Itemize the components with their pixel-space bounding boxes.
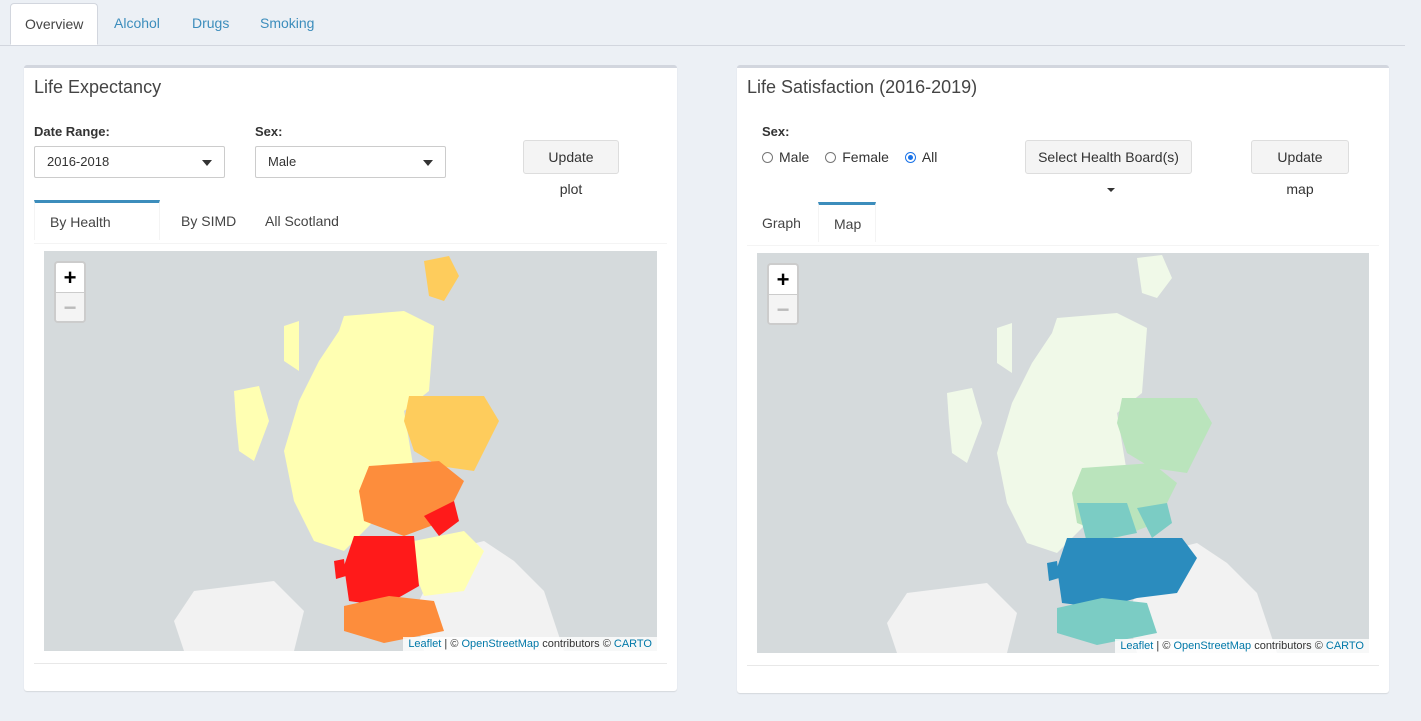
tab-by-simd[interactable]: By SIMD — [181, 213, 237, 229]
region-forth-valley — [1077, 503, 1137, 543]
tab-by-health-board[interactable]: By Health Board — [34, 200, 160, 268]
update-plot-button[interactable]: Update plot — [523, 140, 619, 197]
button-label: Select Health Board(s) — [1038, 149, 1179, 165]
region-greater-glasgow — [344, 536, 419, 606]
radio-label: All — [921, 149, 938, 165]
date-range-select[interactable]: 2016-2018 — [34, 146, 225, 178]
carto-link[interactable]: CARTO — [1325, 640, 1364, 652]
zoom-control: + − — [767, 263, 799, 325]
region-borders — [414, 531, 484, 596]
tab-graph[interactable]: Graph — [762, 215, 801, 231]
attribution-sep: | © — [1153, 640, 1174, 652]
region-orkney-shetland — [1137, 255, 1172, 298]
region-western-isles — [947, 388, 982, 463]
sex-value: Male — [268, 154, 297, 169]
leaflet-link[interactable]: Leaflet — [1120, 640, 1154, 652]
map-attribution: Leaflet | © OpenStreetMap contributors ©… — [403, 637, 657, 651]
region-dumfries — [344, 596, 444, 643]
tab-smoking[interactable]: Smoking — [260, 15, 315, 31]
zoom-out-button[interactable]: − — [769, 294, 797, 323]
tab-drugs[interactable]: Drugs — [192, 15, 230, 31]
zoom-in-button[interactable]: + — [776, 267, 790, 292]
left-subtabs: By Health Board By SIMD All Scotland — [34, 200, 667, 268]
life-satisfaction-map[interactable]: + − Leaflet | © OpenStreetMap contributo… — [757, 253, 1369, 653]
region-central-belt — [1057, 538, 1197, 608]
sex-label: Sex: — [762, 124, 790, 139]
box-title: Life Satisfaction (2016-2019) — [747, 77, 978, 97]
caret-down-icon — [1106, 188, 1115, 193]
region-grampian — [404, 396, 499, 471]
right-subtabs: Graph Map — [747, 202, 1379, 246]
attribution-contrib: contributors © — [539, 638, 614, 650]
radio-circle[interactable] — [762, 151, 773, 163]
tab-alcohol[interactable]: Alcohol — [114, 15, 160, 31]
radio-label: Female — [842, 149, 889, 165]
radio-circle[interactable] — [825, 151, 837, 163]
attribution-sep: | © — [441, 638, 462, 650]
tab-overview[interactable]: Overview — [10, 3, 99, 45]
region-fife — [1137, 503, 1172, 538]
region-western-isles — [234, 386, 269, 461]
radio-male[interactable]: Male — [762, 149, 809, 165]
choropleth-svg — [887, 255, 1277, 653]
select-health-board-button[interactable]: Select Health Board(s) — [1025, 140, 1192, 193]
choropleth-svg — [174, 256, 564, 651]
region-arran — [1047, 561, 1059, 581]
radio-label: Male — [779, 149, 810, 165]
region-dumfries — [1057, 598, 1157, 645]
map-attribution: Leaflet | © OpenStreetMap contributors ©… — [1115, 639, 1369, 653]
leaflet-link[interactable]: Leaflet — [408, 638, 442, 650]
top-nav: Overview Alcohol Drugs Smoking — [0, 0, 1405, 46]
osm-link[interactable]: OpenStreetMap — [1173, 640, 1252, 652]
osm-link[interactable]: OpenStreetMap — [461, 638, 540, 650]
radio-female[interactable]: Female — [825, 149, 889, 165]
tab-all-scotland[interactable]: All Scotland — [265, 213, 339, 229]
sex-select[interactable]: Male — [255, 146, 446, 178]
life-expectancy-box: Life Expectancy Date Range: 2016-2018 Se… — [24, 65, 677, 691]
life-satisfaction-box: Life Satisfaction (2016-2019) Sex: Male … — [737, 65, 1389, 693]
zoom-control: + − — [54, 261, 86, 323]
sex-label: Sex: — [255, 124, 283, 139]
region-grampian — [1117, 398, 1212, 473]
divider — [34, 663, 667, 664]
date-range-label: Date Range: — [34, 124, 110, 139]
divider — [747, 665, 1379, 666]
region-skye — [997, 323, 1012, 373]
date-range-value: 2016-2018 — [47, 154, 110, 169]
radio-circle-selected[interactable] — [904, 151, 916, 163]
box-title: Life Expectancy — [34, 77, 162, 97]
zoom-in-button[interactable]: + — [63, 265, 77, 290]
region-arran — [334, 559, 346, 579]
ireland-land — [887, 583, 1017, 653]
life-expectancy-map[interactable]: + − Leaflet | © OpenStreetMap contributo… — [44, 251, 657, 651]
zoom-out-button[interactable]: − — [56, 292, 84, 321]
sex-radio-group: Male Female All — [762, 149, 949, 166]
radio-all[interactable]: All — [904, 149, 938, 165]
ireland-land — [174, 581, 304, 651]
region-skye — [284, 321, 299, 371]
tab-map[interactable]: Map — [818, 202, 876, 242]
region-orkney-shetland — [424, 256, 459, 301]
chevron-down-icon — [423, 160, 433, 166]
region-fife — [424, 501, 459, 536]
chevron-down-icon — [202, 160, 212, 166]
update-map-button[interactable]: Update map — [1251, 140, 1349, 197]
carto-link[interactable]: CARTO — [613, 638, 652, 650]
attribution-contrib: contributors © — [1251, 640, 1326, 652]
